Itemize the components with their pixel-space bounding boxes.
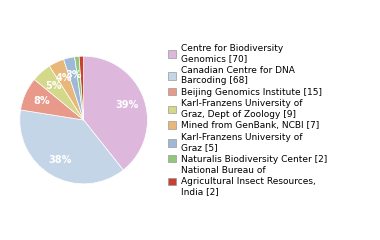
Text: 3%: 3%	[65, 70, 81, 80]
Wedge shape	[74, 56, 84, 120]
Wedge shape	[21, 79, 84, 120]
Text: 4%: 4%	[56, 73, 72, 84]
Wedge shape	[20, 110, 123, 184]
Wedge shape	[79, 56, 84, 120]
Wedge shape	[34, 66, 84, 120]
Wedge shape	[49, 59, 84, 120]
Text: 38%: 38%	[49, 155, 72, 165]
Legend: Centre for Biodiversity
Genomics [70], Canadian Centre for DNA
Barcoding [68], B: Centre for Biodiversity Genomics [70], C…	[168, 44, 327, 196]
Wedge shape	[84, 56, 147, 170]
Text: 8%: 8%	[33, 96, 50, 106]
Wedge shape	[64, 57, 84, 120]
Text: 39%: 39%	[116, 100, 139, 110]
Text: 5%: 5%	[45, 81, 62, 90]
